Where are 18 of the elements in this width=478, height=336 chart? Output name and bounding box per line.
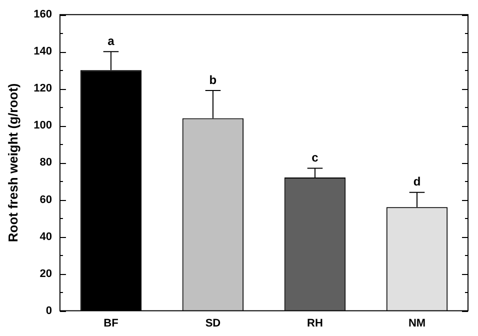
x-tick-label: NM [408,317,426,330]
y-tick-label: 60 [40,194,52,206]
y-tick-label: 140 [34,46,52,58]
x-tick-label: RH [307,317,323,330]
x-tick-label: SD [205,317,221,330]
annotation: d [413,174,421,189]
y-tick-label: 120 [34,82,52,95]
y-tick-label: 80 [40,156,52,169]
y-tick-label: 40 [40,230,52,243]
y-tick-label: 0 [46,304,52,317]
y-tick-label: 160 [34,8,52,21]
annotation: b [209,72,217,87]
annotation: c [312,150,319,165]
y-axis-title: Root fresh weight (g/root) [5,83,20,242]
y-tick-label: 100 [34,120,52,132]
x-tick-label: BF [104,317,119,330]
annotation: a [108,34,115,48]
y-tick-label: 20 [40,268,52,280]
